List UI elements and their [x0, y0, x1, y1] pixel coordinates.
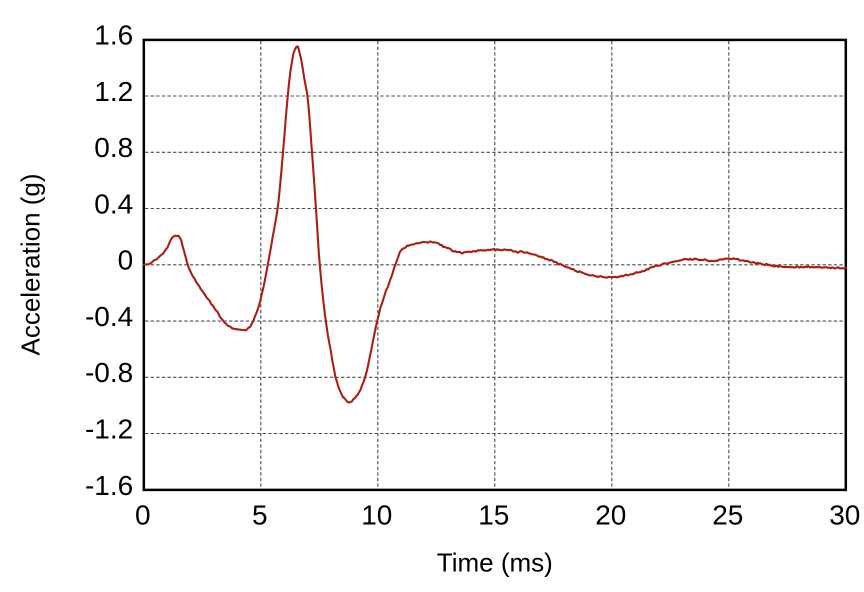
svg-text:1.6: 1.6 [94, 20, 133, 51]
svg-text:30: 30 [829, 499, 860, 530]
svg-text:Time (ms): Time (ms) [437, 548, 553, 578]
svg-text:5: 5 [252, 499, 268, 530]
svg-text:25: 25 [712, 499, 743, 530]
svg-text:Acceleration (g): Acceleration (g) [15, 173, 45, 355]
svg-text:1.2: 1.2 [94, 76, 133, 107]
svg-text:0: 0 [135, 499, 151, 530]
svg-text:-1.6: -1.6 [85, 470, 133, 501]
svg-text:-1.2: -1.2 [85, 413, 133, 444]
svg-text:15: 15 [478, 499, 509, 530]
svg-text:-0.8: -0.8 [85, 357, 133, 388]
svg-text:-0.4: -0.4 [85, 301, 133, 332]
svg-text:10: 10 [361, 499, 392, 530]
svg-text:0.8: 0.8 [94, 132, 133, 163]
svg-text:20: 20 [595, 499, 626, 530]
svg-text:0: 0 [118, 245, 134, 276]
svg-text:0.4: 0.4 [94, 188, 133, 219]
